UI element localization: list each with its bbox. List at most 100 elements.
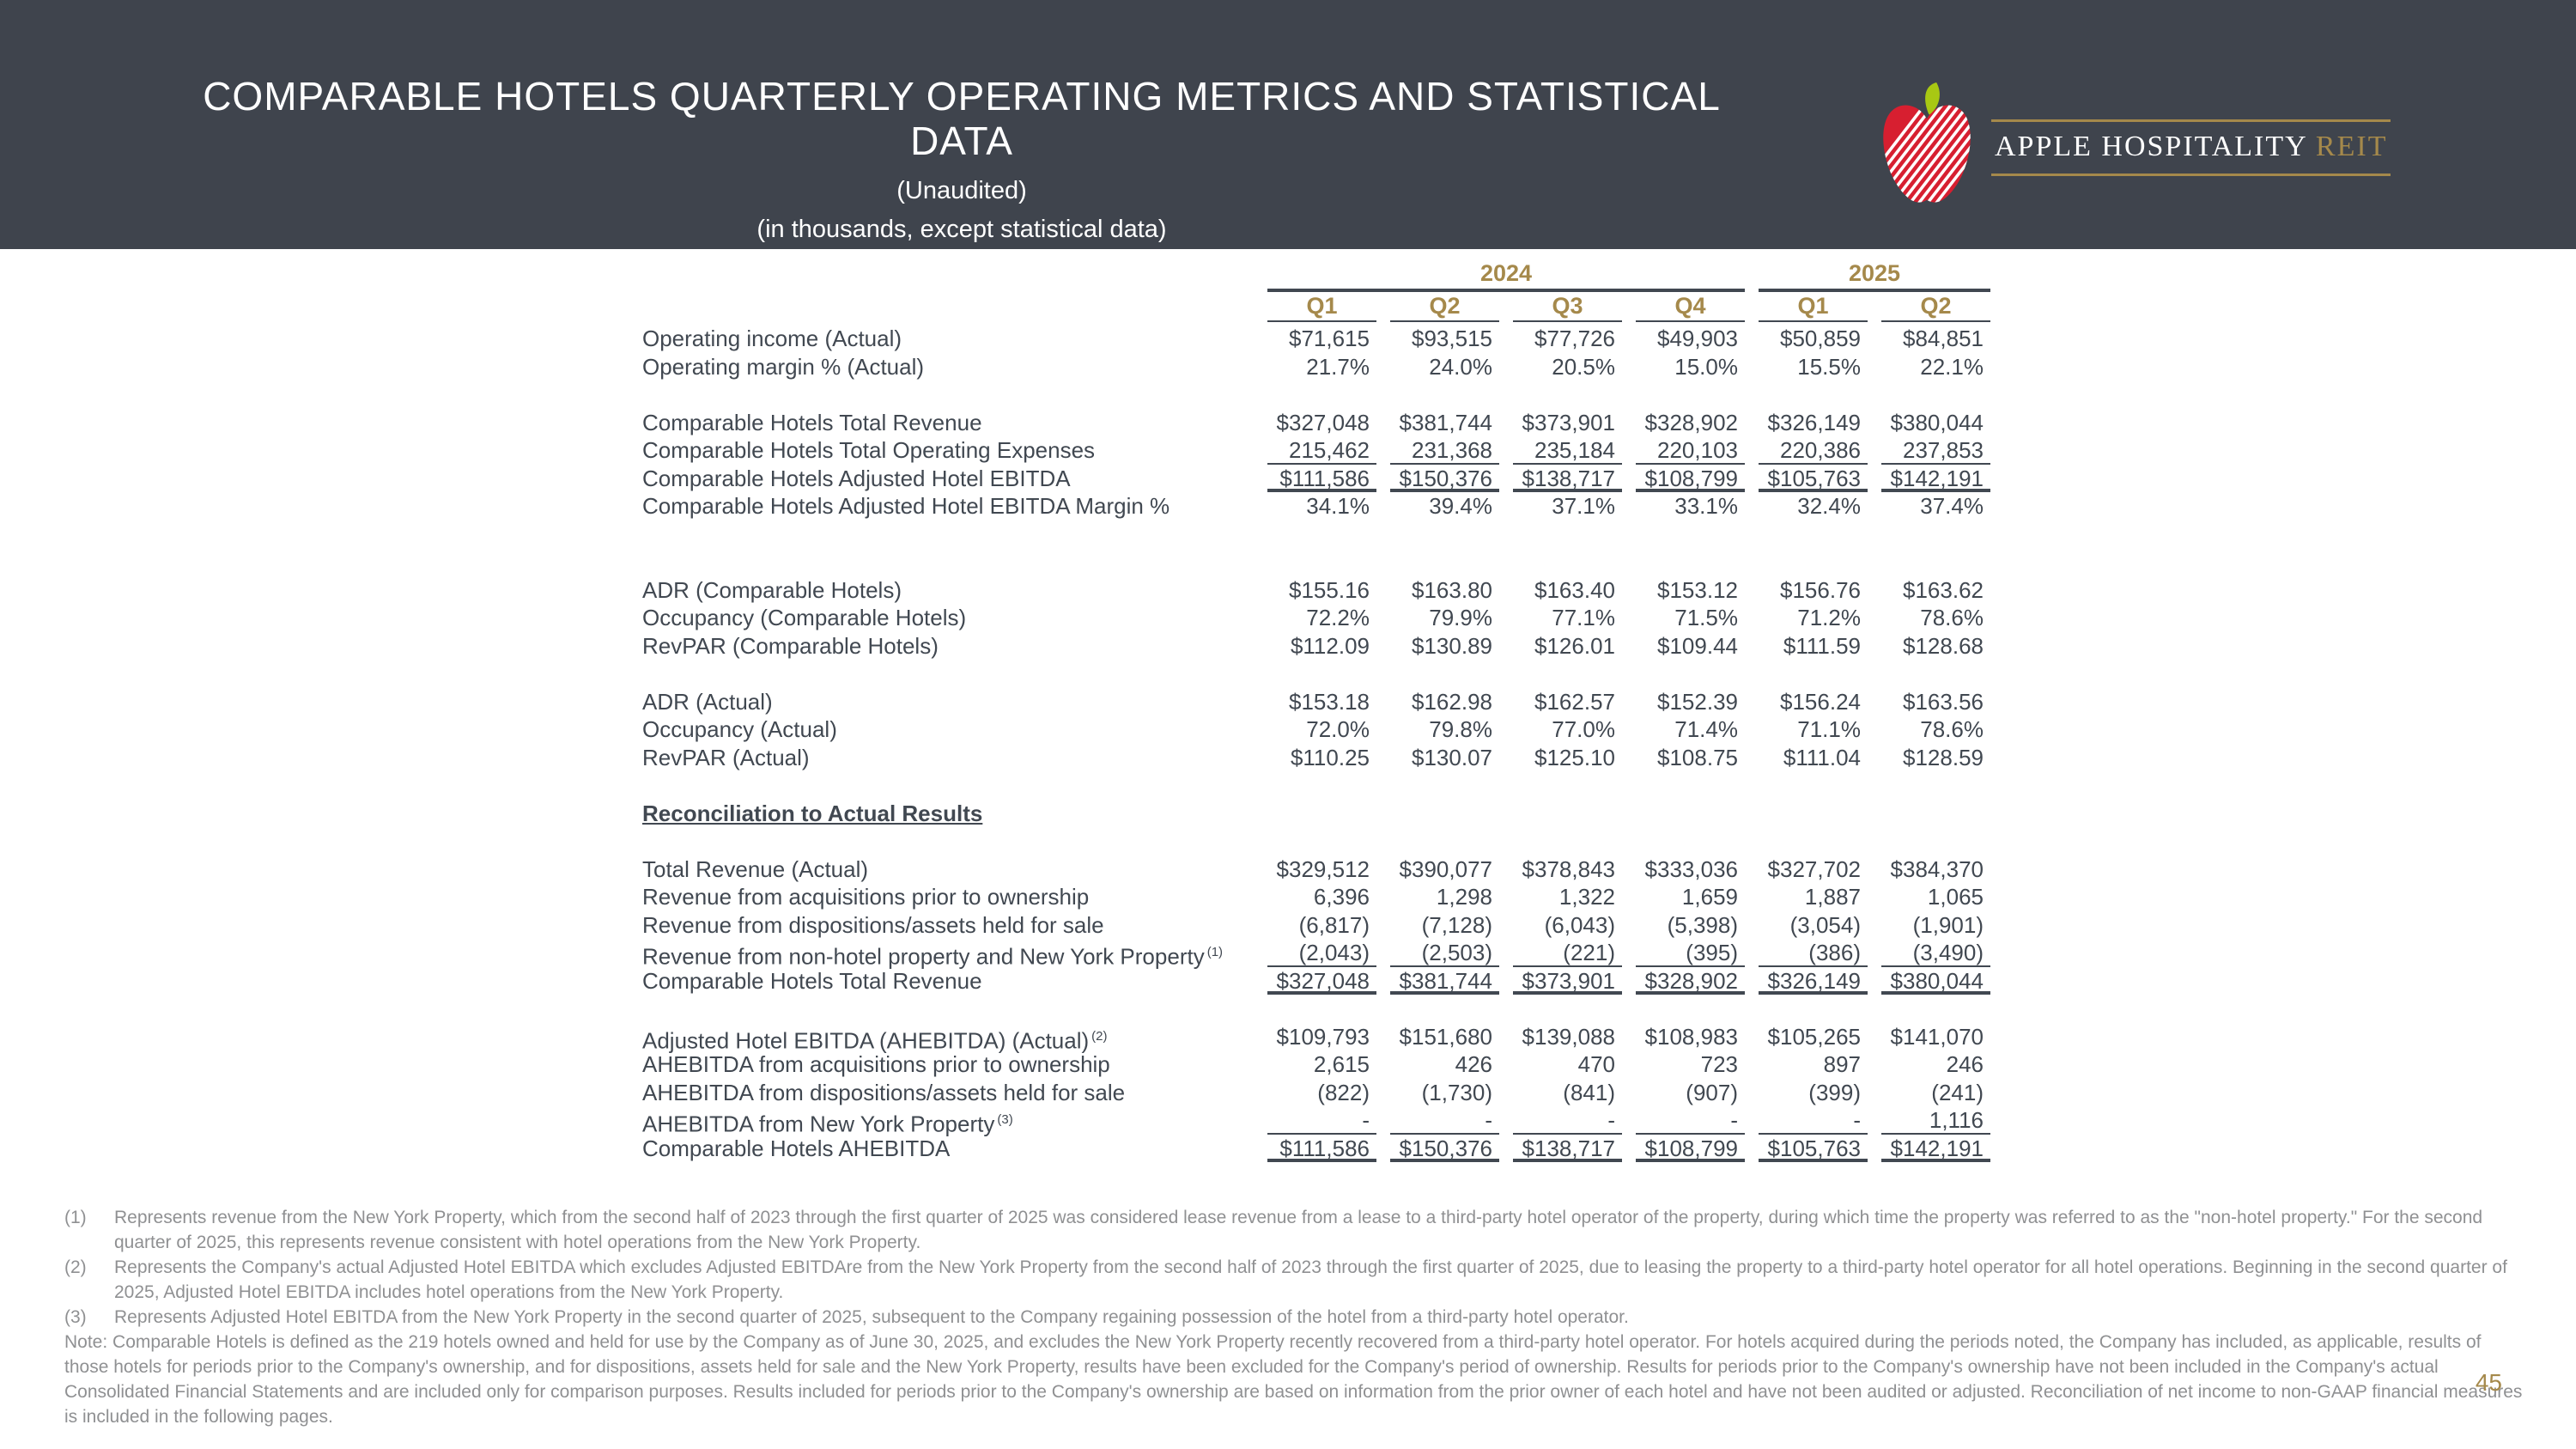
value-cell: $155.16 xyxy=(1289,576,1370,603)
value-cell: 71.2% xyxy=(1797,605,1861,630)
value-cell: (6,043) xyxy=(1544,911,1615,938)
value-cell: $111,586 xyxy=(1267,1135,1376,1162)
value-cell: $111.04 xyxy=(1783,744,1861,770)
value-cell: 426 xyxy=(1455,1051,1492,1077)
value-cell: $328,902 xyxy=(1644,409,1738,435)
value-cell: 723 xyxy=(1700,1051,1738,1077)
value-cell: $142,191 xyxy=(1881,465,1990,492)
quarter-header: Q2 xyxy=(1390,292,1499,322)
value-cell: $108.75 xyxy=(1657,744,1738,770)
footnotes-block: (1) Represents revenue from the New York … xyxy=(64,1205,2524,1429)
table-row: Comparable Hotels AHEBITDA $111,586 $150,3… xyxy=(642,1135,1990,1162)
table-row: Comparable Hotels Adjusted Hotel EBITDA … xyxy=(642,492,1990,521)
value-cell: $373,901 xyxy=(1522,409,1615,435)
value-cell: $150,376 xyxy=(1390,1135,1499,1162)
value-cell: $326,149 xyxy=(1767,409,1861,435)
subtitle-units: (in thousands, except statistical data) xyxy=(756,216,1167,243)
year-header: 2025 xyxy=(1759,258,1990,292)
row-label: Operating margin % (Actual) xyxy=(642,353,925,380)
table-row: Comparable Hotels Total Operating Expens… xyxy=(642,436,1990,465)
row-label: Total Revenue (Actual) xyxy=(642,855,869,882)
row-label: Revenue from acquisitions prior to owner… xyxy=(642,884,1090,910)
value-cell: $108,799 xyxy=(1636,465,1745,492)
note-text: Note: Comparable Hotels is defined as th… xyxy=(64,1332,2523,1427)
value-cell: (1,730) xyxy=(1421,1079,1492,1105)
value-cell: $150,376 xyxy=(1390,465,1499,492)
value-cell: $141,070 xyxy=(1890,1023,1984,1050)
value-cell: $105,763 xyxy=(1759,1135,1868,1162)
value-cell: 2,615 xyxy=(1313,1051,1370,1077)
logo-rule-top xyxy=(1991,119,2391,122)
value-cell: $163.62 xyxy=(1903,576,1984,603)
value-cell: $130.07 xyxy=(1412,744,1492,770)
value-cell: $156.76 xyxy=(1780,576,1861,603)
logo-rule-bottom xyxy=(1991,174,2391,176)
value-cell: $130.89 xyxy=(1412,632,1492,659)
value-cell: (2,503) xyxy=(1390,939,1499,967)
value-cell: 220,386 xyxy=(1759,436,1868,465)
value-cell: (907) xyxy=(1686,1079,1738,1105)
value-cell: $153.12 xyxy=(1657,576,1738,603)
table-row: Revenue from non-hotel property and New … xyxy=(642,939,1990,970)
footnote-ref: (3) xyxy=(997,1112,1013,1127)
value-cell: $329,512 xyxy=(1276,855,1370,882)
value-cell: 72.2% xyxy=(1306,605,1370,630)
value-cell: 78.6% xyxy=(1920,716,1984,742)
table-row: ADR (Actual) $153.18 $162.98 $162.57 $152.39… xyxy=(642,688,1990,716)
footnote-ref: (2) xyxy=(1091,1028,1108,1044)
value-cell: 78.6% xyxy=(1920,605,1984,630)
row-label: Operating income (Actual) xyxy=(642,326,902,351)
value-cell: (386) xyxy=(1759,939,1868,967)
footnote: (3) Represents Adjusted Hotel EBITDA from… xyxy=(64,1305,2524,1330)
row-label: Reconciliation to Actual Results xyxy=(642,800,983,826)
value-cell: $333,036 xyxy=(1644,855,1738,882)
value-cell: 71.4% xyxy=(1674,716,1738,742)
table-row: Comparable Hotels Total Revenue $327,048 $… xyxy=(642,967,1990,995)
table-row: Revenue from acquisitions prior to owner… xyxy=(642,883,1990,911)
value-cell: $126.01 xyxy=(1534,632,1615,659)
logo-name: APPLE HOSPITALITY REIT xyxy=(1991,122,2391,174)
footnote-marker: (1) xyxy=(64,1208,87,1227)
row-spacer xyxy=(642,381,1990,409)
year-header: 2024 xyxy=(1267,258,1745,292)
table-row: AHEBITDA from dispositions/assets held f… xyxy=(642,1079,1990,1107)
value-cell: $327,048 xyxy=(1267,967,1376,995)
value-cell: $381,744 xyxy=(1399,409,1492,435)
value-cell: $108,799 xyxy=(1636,1135,1745,1162)
value-cell: $328,902 xyxy=(1636,967,1745,995)
row-label: Revenue from dispositions/assets held fo… xyxy=(642,911,1104,938)
row-label: Occupancy (Actual) xyxy=(642,716,837,742)
quarter-header: Q2 xyxy=(1881,292,1990,322)
value-cell: (6,817) xyxy=(1298,911,1370,938)
value-cell: $380,044 xyxy=(1890,409,1984,435)
value-cell: $152.39 xyxy=(1657,688,1738,715)
value-cell: $128.68 xyxy=(1903,632,1984,659)
value-cell: $327,702 xyxy=(1767,855,1861,882)
row-label: Comparable Hotels Adjusted Hotel EBITDA xyxy=(642,465,1071,491)
value-cell: 79.9% xyxy=(1429,605,1492,630)
row-spacer xyxy=(642,521,1990,576)
value-cell: $108,983 xyxy=(1644,1023,1738,1050)
table-row: Revenue from dispositions/assets held fo… xyxy=(642,911,1990,940)
value-cell: 37.4% xyxy=(1920,493,1984,519)
value-cell: 235,184 xyxy=(1513,436,1622,465)
quarter-header: Q4 xyxy=(1636,292,1745,322)
value-cell: (395) xyxy=(1636,939,1745,967)
table-row: Comparable Hotels Adjusted Hotel EBITDA $… xyxy=(642,465,1990,492)
apple-logo-icon xyxy=(1883,82,1971,203)
value-cell: 1,322 xyxy=(1558,884,1615,910)
value-cell: $109,793 xyxy=(1276,1023,1370,1050)
title-block: COMPARABLE HOTELS QUARTERLY OPERATING ME… xyxy=(163,74,1760,249)
value-cell: 37.1% xyxy=(1552,493,1615,519)
row-label: Comparable Hotels Total Revenue xyxy=(642,409,982,435)
value-cell: $50,859 xyxy=(1780,326,1861,351)
value-cell: - xyxy=(1390,1106,1499,1135)
value-cell: 231,368 xyxy=(1390,436,1499,465)
row-spacer xyxy=(642,995,1990,1023)
value-cell: 897 xyxy=(1823,1051,1861,1077)
table-row: Occupancy (Comparable Hotels) 72.2% 79.9% 7… xyxy=(642,604,1990,632)
value-cell: $163.80 xyxy=(1412,576,1492,603)
company-logo: APPLE HOSPITALITY REIT xyxy=(1876,82,2391,213)
row-label: AHEBITDA from New York Property (3) xyxy=(642,1111,1013,1137)
table-row: Comparable Hotels Total Revenue $327,048 $… xyxy=(642,409,1990,437)
